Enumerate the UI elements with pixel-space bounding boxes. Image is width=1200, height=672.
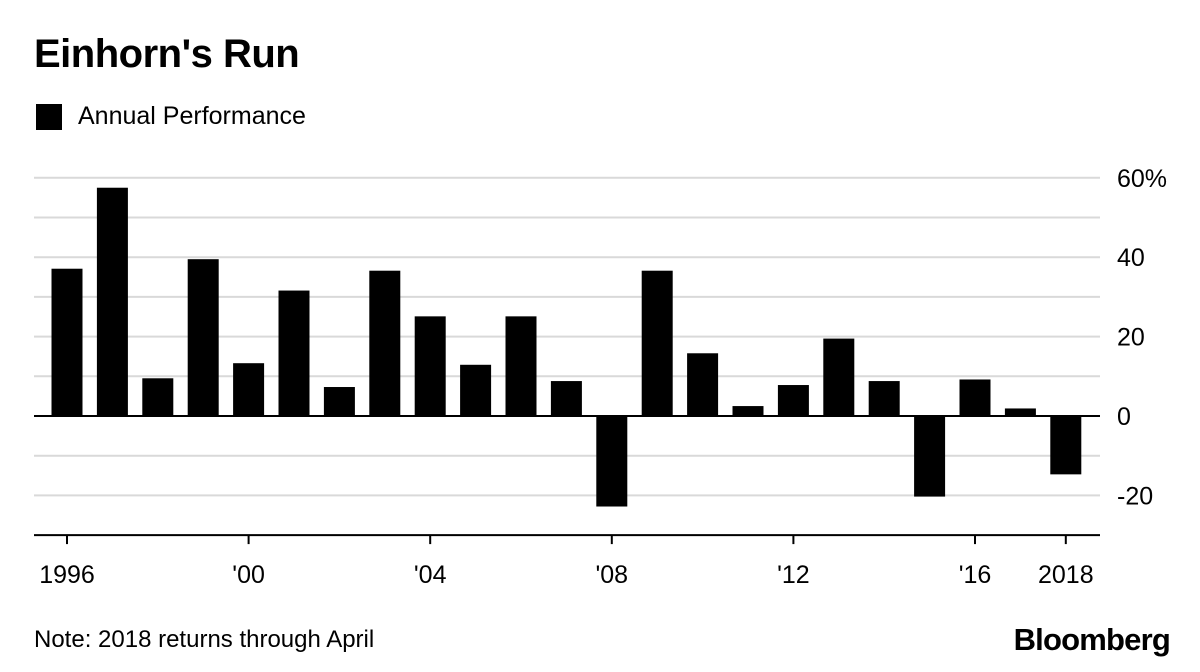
y-axis-labels: 60% 40 20 0 -20	[1117, 165, 1167, 511]
bar-2015	[914, 416, 946, 497]
x-tick-label: 2018	[1038, 561, 1094, 589]
bar-1999	[187, 259, 219, 416]
y-tick-label: 60%	[1117, 165, 1167, 193]
bar-2013	[823, 338, 855, 416]
bar-2007	[550, 381, 582, 416]
bar-1997	[96, 187, 128, 416]
chart-title: Einhorn's Run	[34, 32, 300, 76]
x-tick-label: '16	[959, 561, 992, 589]
bar-2009	[641, 270, 673, 416]
x-tick-label: '08	[596, 561, 629, 589]
x-tick-label: '00	[232, 561, 265, 589]
x-tick-label: '04	[414, 561, 447, 589]
bar-1998	[142, 378, 174, 416]
bar-2008	[596, 416, 628, 507]
bar-2001	[278, 290, 310, 416]
footnote: Note: 2018 returns through April	[34, 626, 375, 653]
y-tick-label: 0	[1117, 403, 1131, 431]
bar-2006	[505, 316, 537, 416]
bar-2005	[460, 364, 492, 416]
bar-2012	[777, 385, 809, 416]
bar-2014	[868, 381, 900, 416]
bar-2017	[1004, 408, 1036, 416]
y-tick-label: 40	[1117, 244, 1145, 272]
bar-2011	[732, 406, 764, 416]
x-tick-label: '12	[777, 561, 810, 589]
bloomberg-logo: Bloomberg	[1013, 622, 1171, 657]
bar-2016	[959, 379, 991, 416]
bar-2004	[414, 316, 446, 416]
y-tick-label: 20	[1117, 324, 1145, 352]
legend-label: Annual Performance	[78, 102, 306, 130]
bar-2018	[1050, 416, 1082, 475]
bar-1996	[51, 268, 83, 416]
bar-2010	[687, 353, 719, 416]
legend: Annual Performance	[36, 102, 306, 131]
bar-2003	[369, 270, 401, 416]
bars	[34, 187, 1100, 507]
y-tick-label: -20	[1117, 482, 1153, 510]
bar-2000	[233, 363, 265, 416]
bar-chart: 1996 '00 '04 '08 '12 '16 2018 60% 40 20 0 -20	[34, 165, 1167, 589]
x-axis: 1996 '00 '04 '08 '12 '16 2018	[34, 534, 1100, 589]
bar-2002	[323, 387, 355, 416]
legend-swatch	[36, 103, 62, 130]
x-tick-label: 1996	[39, 561, 95, 589]
